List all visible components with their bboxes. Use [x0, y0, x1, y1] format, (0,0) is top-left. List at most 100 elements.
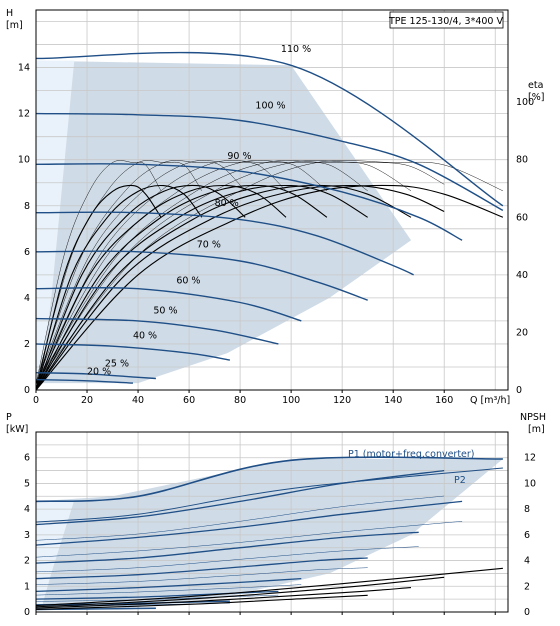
- npsh-curve: [35, 567, 503, 607]
- flow-axis-label: Q [m³/h]: [470, 395, 510, 406]
- head-curve: [35, 378, 134, 384]
- npsh-tick-label: 10: [524, 478, 536, 489]
- eta-axis-label-unit: [%]: [528, 92, 544, 103]
- efficiency-curve: [35, 184, 368, 391]
- npsh-tick-label: 4: [524, 556, 530, 567]
- speed-label: 70 %: [197, 240, 221, 251]
- head-tick-label: 4: [24, 293, 30, 304]
- power-curve-p2: [35, 495, 445, 541]
- power-curve: [35, 577, 302, 593]
- head-tick-label: 10: [18, 155, 30, 166]
- efficiency-curve-thin: [35, 160, 287, 385]
- speed-label: 20 %: [87, 366, 111, 377]
- eta-tick-label: 60: [516, 212, 528, 223]
- npsh-tick-label: 0: [524, 607, 530, 618]
- head-curve: [35, 112, 504, 212]
- power-tick-label: 6: [24, 453, 30, 464]
- power-tick-label: 0: [24, 607, 30, 618]
- speed-label: 80 %: [215, 198, 239, 209]
- efficiency-curve: [35, 184, 445, 391]
- head-tick-label: 6: [24, 247, 30, 258]
- head-curve: [35, 163, 463, 241]
- eta-tick-label: 40: [516, 270, 528, 281]
- flow-tick-label: 20: [81, 395, 93, 406]
- npsh-curve: [35, 587, 412, 609]
- speed-label: 40 %: [133, 331, 157, 342]
- power-curve: [35, 590, 279, 600]
- efficiency-curve: [35, 184, 246, 391]
- p2-curve: [35, 467, 503, 523]
- head-plot-frame: [35, 9, 509, 391]
- flow-tick-label: 120: [333, 395, 351, 406]
- eta-tick-label: 100: [516, 97, 534, 108]
- head-curve: [35, 51, 504, 207]
- efficiency-curves: [35, 160, 504, 391]
- power-curve: [35, 557, 368, 580]
- head-curve: [35, 343, 231, 361]
- head-operating-region: [36, 60, 412, 384]
- efficiency-curve-thin: [35, 160, 328, 385]
- head-chart: 110 %100 %90 %80 %70 %60 %50 %40 %25 %20…: [6, 8, 544, 406]
- head-operating-region-light: [36, 60, 75, 384]
- efficiency-curve-thin: [35, 160, 202, 385]
- eta-axis-label-symbol: eta: [528, 80, 543, 91]
- speed-label: 90 %: [227, 151, 251, 162]
- power-tick-label: 3: [24, 530, 30, 541]
- power-tick-label: 2: [24, 556, 30, 567]
- efficiency-curve: [35, 184, 287, 391]
- power-axis-label-symbol: P: [6, 412, 12, 423]
- power-curve-p2: [35, 567, 368, 585]
- eta-tick-label: 20: [516, 327, 528, 338]
- power-tick-label: 1: [24, 581, 30, 592]
- head-tick-label: 2: [24, 339, 30, 350]
- power-tick-label: 5: [24, 478, 30, 489]
- speed-label: 100 %: [255, 100, 285, 111]
- power-curve-p2: [35, 546, 419, 573]
- efficiency-curve: [35, 184, 504, 391]
- power-grid: [36, 432, 508, 612]
- efficiency-curve: [35, 184, 412, 391]
- head-axis-label-unit: [m]: [6, 20, 23, 31]
- power-tick-label: 4: [24, 504, 30, 515]
- efficiency-curve: [35, 184, 203, 391]
- power-operating-region-light: [36, 500, 75, 611]
- head-curve: [35, 211, 414, 276]
- flow-tick-label: 60: [183, 395, 195, 406]
- efficiency-curve: [35, 184, 328, 391]
- npsh-tick-label: 2: [524, 581, 530, 592]
- head-ticks: 0 20 40 60 80 100 120 140 1600246810121402040608…: [18, 63, 534, 406]
- power-curve: [35, 469, 445, 526]
- power-curve-p2: [35, 594, 279, 602]
- power-curve-p2: [35, 521, 463, 558]
- head-curve: [35, 372, 156, 380]
- flow-tick-label: 100: [282, 395, 300, 406]
- power-chart: P1 (motor+freq.converter)P2 012345602468…: [6, 412, 546, 618]
- npsh-axis-label-symbol: NPSH: [520, 412, 546, 423]
- eta-tick-label: 0: [516, 385, 522, 396]
- speed-label: 110 %: [281, 44, 311, 55]
- flow-tick-label: 140: [384, 395, 402, 406]
- flow-tick-label: 0: [33, 395, 39, 406]
- npsh-curve: [35, 594, 368, 610]
- npsh-curve: [35, 576, 445, 608]
- head-curve: [35, 317, 279, 345]
- head-tick-label: 14: [18, 63, 30, 74]
- efficiency-curve-thin: [35, 160, 503, 385]
- flow-tick-label: 160: [435, 395, 453, 406]
- npsh-tick-label: 12: [524, 453, 536, 464]
- speed-label: 50 %: [153, 305, 177, 316]
- head-curves: 110 % 100 % 90 % 80 % 70 % 60 % 50 % 40 % 25 %20…: [35, 44, 504, 384]
- npsh-tick-label: 8: [524, 504, 530, 515]
- power-curve-p2: [35, 608, 156, 611]
- chart-title: TPE 125-130/4, 3*400 V: [388, 16, 503, 27]
- power-plot-frame: [35, 431, 509, 613]
- head-curve: [35, 250, 368, 301]
- power-axis-label-unit: [kW]: [6, 424, 28, 435]
- p1-curve: [35, 456, 503, 503]
- power-curve-p2: [35, 584, 302, 596]
- head-tick-label: 0: [24, 385, 30, 396]
- p1-label: P1 (motor+freq.converter): [348, 449, 475, 460]
- npsh-axis-label-unit: [m]: [528, 424, 545, 435]
- head-axis-label-symbol: H: [6, 8, 13, 19]
